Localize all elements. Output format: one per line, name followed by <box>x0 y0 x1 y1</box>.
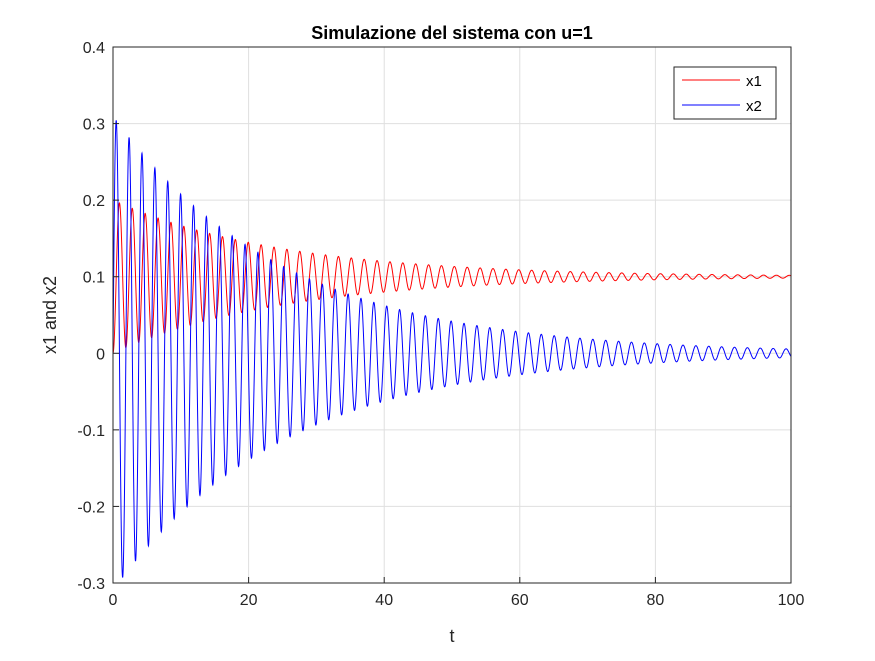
x-tick-label: 0 <box>109 592 118 609</box>
y-tick-label: -0.2 <box>77 499 105 516</box>
series-line-x2 <box>112 120 792 578</box>
y-tick-label: 0.4 <box>83 40 105 57</box>
axes-box <box>112 46 792 584</box>
plot-area <box>113 47 791 583</box>
legend-label-x2: x2 <box>746 98 762 115</box>
y-tick-label: -0.1 <box>77 423 105 440</box>
x-axis-label: t <box>449 626 454 646</box>
y-ticks: -0.3 -0.2 -0.1 0 0.1 0.2 0.3 0.4 <box>77 40 119 593</box>
x-tick-label: 20 <box>240 592 258 609</box>
series-line-x1 <box>112 202 792 354</box>
x-tick-label: 60 <box>511 592 529 609</box>
y-tick-label: -0.3 <box>77 576 105 593</box>
legend-box <box>673 66 777 120</box>
x-tick-label: 100 <box>778 592 805 609</box>
y-axis-label: x1 and x2 <box>40 276 60 354</box>
legend-label-x1: x1 <box>746 73 762 90</box>
y-tick-label: 0.3 <box>83 117 105 134</box>
chart-title: Simulazione del sistema con u=1 <box>311 23 593 43</box>
x-ticks: 0 20 40 60 80 100 <box>109 577 805 609</box>
x-tick-label: 40 <box>375 592 393 609</box>
series-layer <box>112 120 792 578</box>
x-tick-label: 80 <box>647 592 665 609</box>
legend: x1 x2 <box>673 66 777 120</box>
y-tick-label: 0.1 <box>83 270 105 287</box>
y-tick-label: 0 <box>96 346 105 363</box>
y-tick-label: 0.2 <box>83 193 105 210</box>
